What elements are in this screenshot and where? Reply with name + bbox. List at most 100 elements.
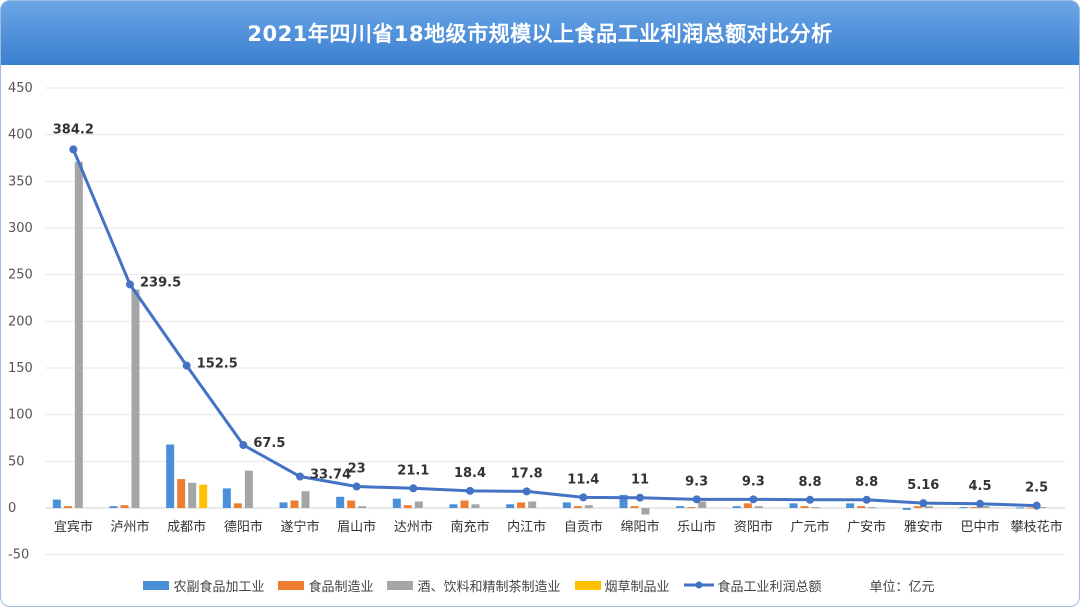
- line-point: [919, 499, 928, 508]
- bar: [584, 505, 593, 508]
- series-line: [71, 148, 1037, 508]
- bar: [199, 484, 208, 508]
- chart-title: 2021年四川省18地级市规模以上食品工业利润总额对比分析: [247, 22, 833, 46]
- bar: [52, 499, 61, 508]
- bar: [120, 505, 129, 508]
- line-point: [296, 472, 304, 481]
- unit-note: 单位：亿元: [869, 579, 935, 595]
- bar: [698, 501, 707, 508]
- bar: [789, 503, 798, 508]
- line-point: [749, 495, 758, 504]
- bar: [506, 504, 515, 508]
- x-tick-label: 内江市: [507, 519, 546, 535]
- x-tick-label: 乐山市: [677, 519, 716, 535]
- line-point: [352, 482, 361, 491]
- x-tick-label: 攀枝花市: [1011, 519, 1063, 535]
- data-label: 8.8: [855, 475, 878, 490]
- bar: [109, 506, 118, 508]
- legend: 农副食品加工业 食品制造业 酒、饮料和精制茶制造业 烟草制品业 食品工业利润总额…: [0, 574, 1078, 596]
- bar: [868, 507, 877, 509]
- line-point: [466, 486, 474, 495]
- line-point: [1032, 501, 1041, 510]
- bar: [279, 502, 288, 508]
- x-tick-label: 巴中市: [960, 519, 999, 535]
- legend-line-icon: [683, 581, 714, 589]
- bar: [1027, 507, 1036, 509]
- x-tick-label: 成都市: [167, 519, 206, 535]
- bar: [336, 496, 345, 508]
- legend-item-food: 食品制造业: [278, 576, 373, 595]
- bar: [619, 494, 628, 508]
- x-tick-label: 达州市: [394, 519, 433, 535]
- bar: [358, 506, 367, 508]
- data-label: 384.2: [53, 122, 94, 137]
- bar: [573, 506, 582, 508]
- bar: [857, 506, 866, 508]
- data-label: 23: [348, 462, 366, 477]
- title-bar: 2021年四川省18地级市规模以上食品工业利润总额对比分析: [1, 1, 1079, 65]
- line-point: [182, 361, 191, 370]
- bar: [63, 506, 72, 508]
- bar: [970, 507, 979, 509]
- bar: [131, 289, 140, 508]
- bar: [562, 502, 571, 508]
- x-tick-label: 自贡市: [564, 519, 603, 535]
- bar: [403, 505, 412, 508]
- line-point: [126, 280, 134, 289]
- bar: [290, 500, 299, 508]
- y-tick-label: 150: [8, 361, 33, 376]
- bar: [347, 500, 356, 508]
- data-label: 9.3: [742, 474, 765, 489]
- bar: [244, 470, 253, 508]
- data-label: 67.5: [253, 436, 285, 451]
- bar: [902, 508, 911, 510]
- x-tick-label: 泸州市: [110, 519, 149, 535]
- line-point: [806, 495, 814, 504]
- data-label: 9.3: [685, 474, 708, 489]
- bar: [924, 506, 933, 508]
- y-tick-label: 0: [8, 501, 16, 516]
- bar: [233, 503, 242, 508]
- bar: [301, 491, 310, 508]
- y-tick-label: -50: [8, 548, 29, 563]
- line-point: [409, 484, 418, 493]
- bar: [1038, 507, 1047, 509]
- x-tick-label: 宜宾市: [54, 519, 93, 535]
- line-point: [69, 145, 78, 154]
- bar: [846, 503, 855, 508]
- bar: [811, 507, 820, 509]
- bar: [74, 161, 83, 508]
- bar: [913, 506, 922, 508]
- line-point: [636, 493, 644, 502]
- data-label: 152.5: [197, 357, 238, 372]
- bar: [732, 506, 741, 508]
- x-tick-label: 眉山市: [337, 519, 376, 535]
- line-point: [522, 487, 531, 496]
- y-tick-label: 100: [8, 408, 33, 423]
- bar: [449, 504, 458, 508]
- bar: [517, 502, 526, 508]
- x-tick-label: 德阳市: [224, 519, 263, 535]
- y-tick-label: 200: [8, 314, 33, 329]
- legend-item-total: 食品工业利润总额: [683, 576, 822, 595]
- x-tick-label: 南充市: [450, 519, 489, 535]
- data-label: 17.8: [511, 466, 543, 481]
- line-point: [579, 493, 588, 502]
- data-label: 18.4: [454, 466, 486, 481]
- line-point: [862, 495, 871, 504]
- bar: [743, 503, 752, 508]
- bar: [981, 506, 990, 508]
- data-label: 33.74: [310, 468, 351, 483]
- x-tick-label: 资阳市: [734, 519, 773, 535]
- bar: [641, 508, 650, 515]
- x-tick-label: 广元市: [790, 519, 829, 535]
- legend-item-tobacco: 烟草制品业: [574, 576, 670, 595]
- data-label: 4.5: [968, 479, 991, 494]
- bar: [460, 500, 469, 508]
- bar: [754, 506, 763, 508]
- bar: [1016, 507, 1025, 509]
- data-label: 21.1: [397, 463, 429, 478]
- x-tick-label: 雅安市: [904, 519, 943, 535]
- x-tick-label: 遂宁市: [280, 519, 319, 535]
